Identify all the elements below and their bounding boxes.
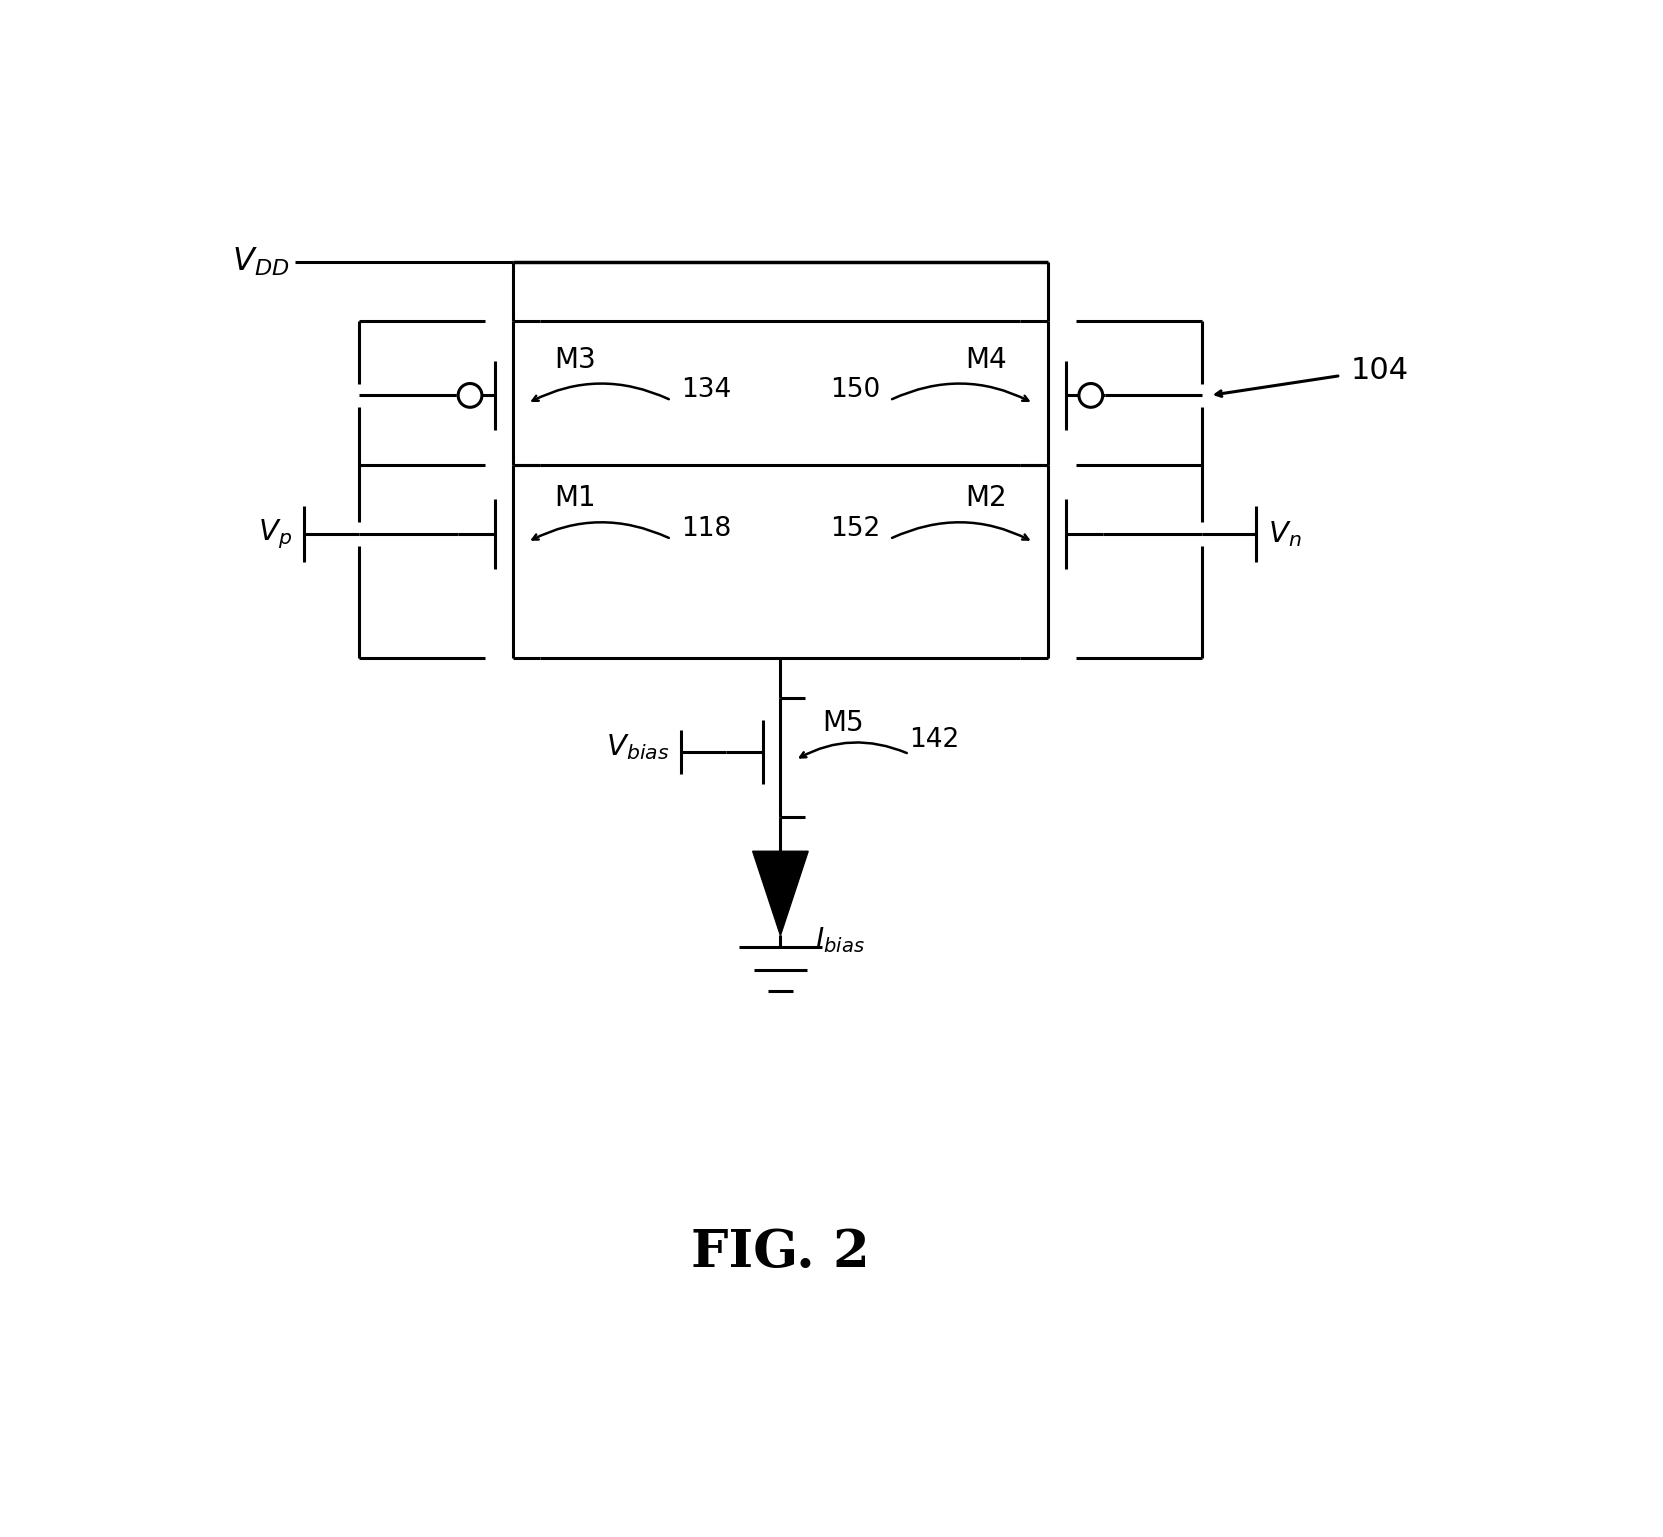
Text: M2: M2 <box>965 484 1006 512</box>
Text: M5: M5 <box>822 709 863 738</box>
Text: 134: 134 <box>680 378 732 403</box>
Text: V$_\mathregular{DD}$: V$_\mathregular{DD}$ <box>231 246 289 278</box>
Text: M3: M3 <box>554 346 595 373</box>
Text: 142: 142 <box>910 727 960 753</box>
Text: I$_\mathregular{bias}$: I$_\mathregular{bias}$ <box>815 925 865 956</box>
Text: 118: 118 <box>680 516 732 543</box>
Text: M4: M4 <box>965 346 1006 373</box>
Text: V$_\mathregular{bias}$: V$_\mathregular{bias}$ <box>605 732 670 762</box>
Text: M1: M1 <box>554 484 595 512</box>
Text: V$_n$: V$_n$ <box>1269 520 1302 549</box>
Text: 150: 150 <box>830 378 880 403</box>
Polygon shape <box>753 851 808 936</box>
Text: FIG. 2: FIG. 2 <box>692 1227 870 1279</box>
Text: V$_p$: V$_p$ <box>258 518 293 550</box>
Text: 104: 104 <box>1350 357 1409 386</box>
Text: 152: 152 <box>830 516 880 543</box>
